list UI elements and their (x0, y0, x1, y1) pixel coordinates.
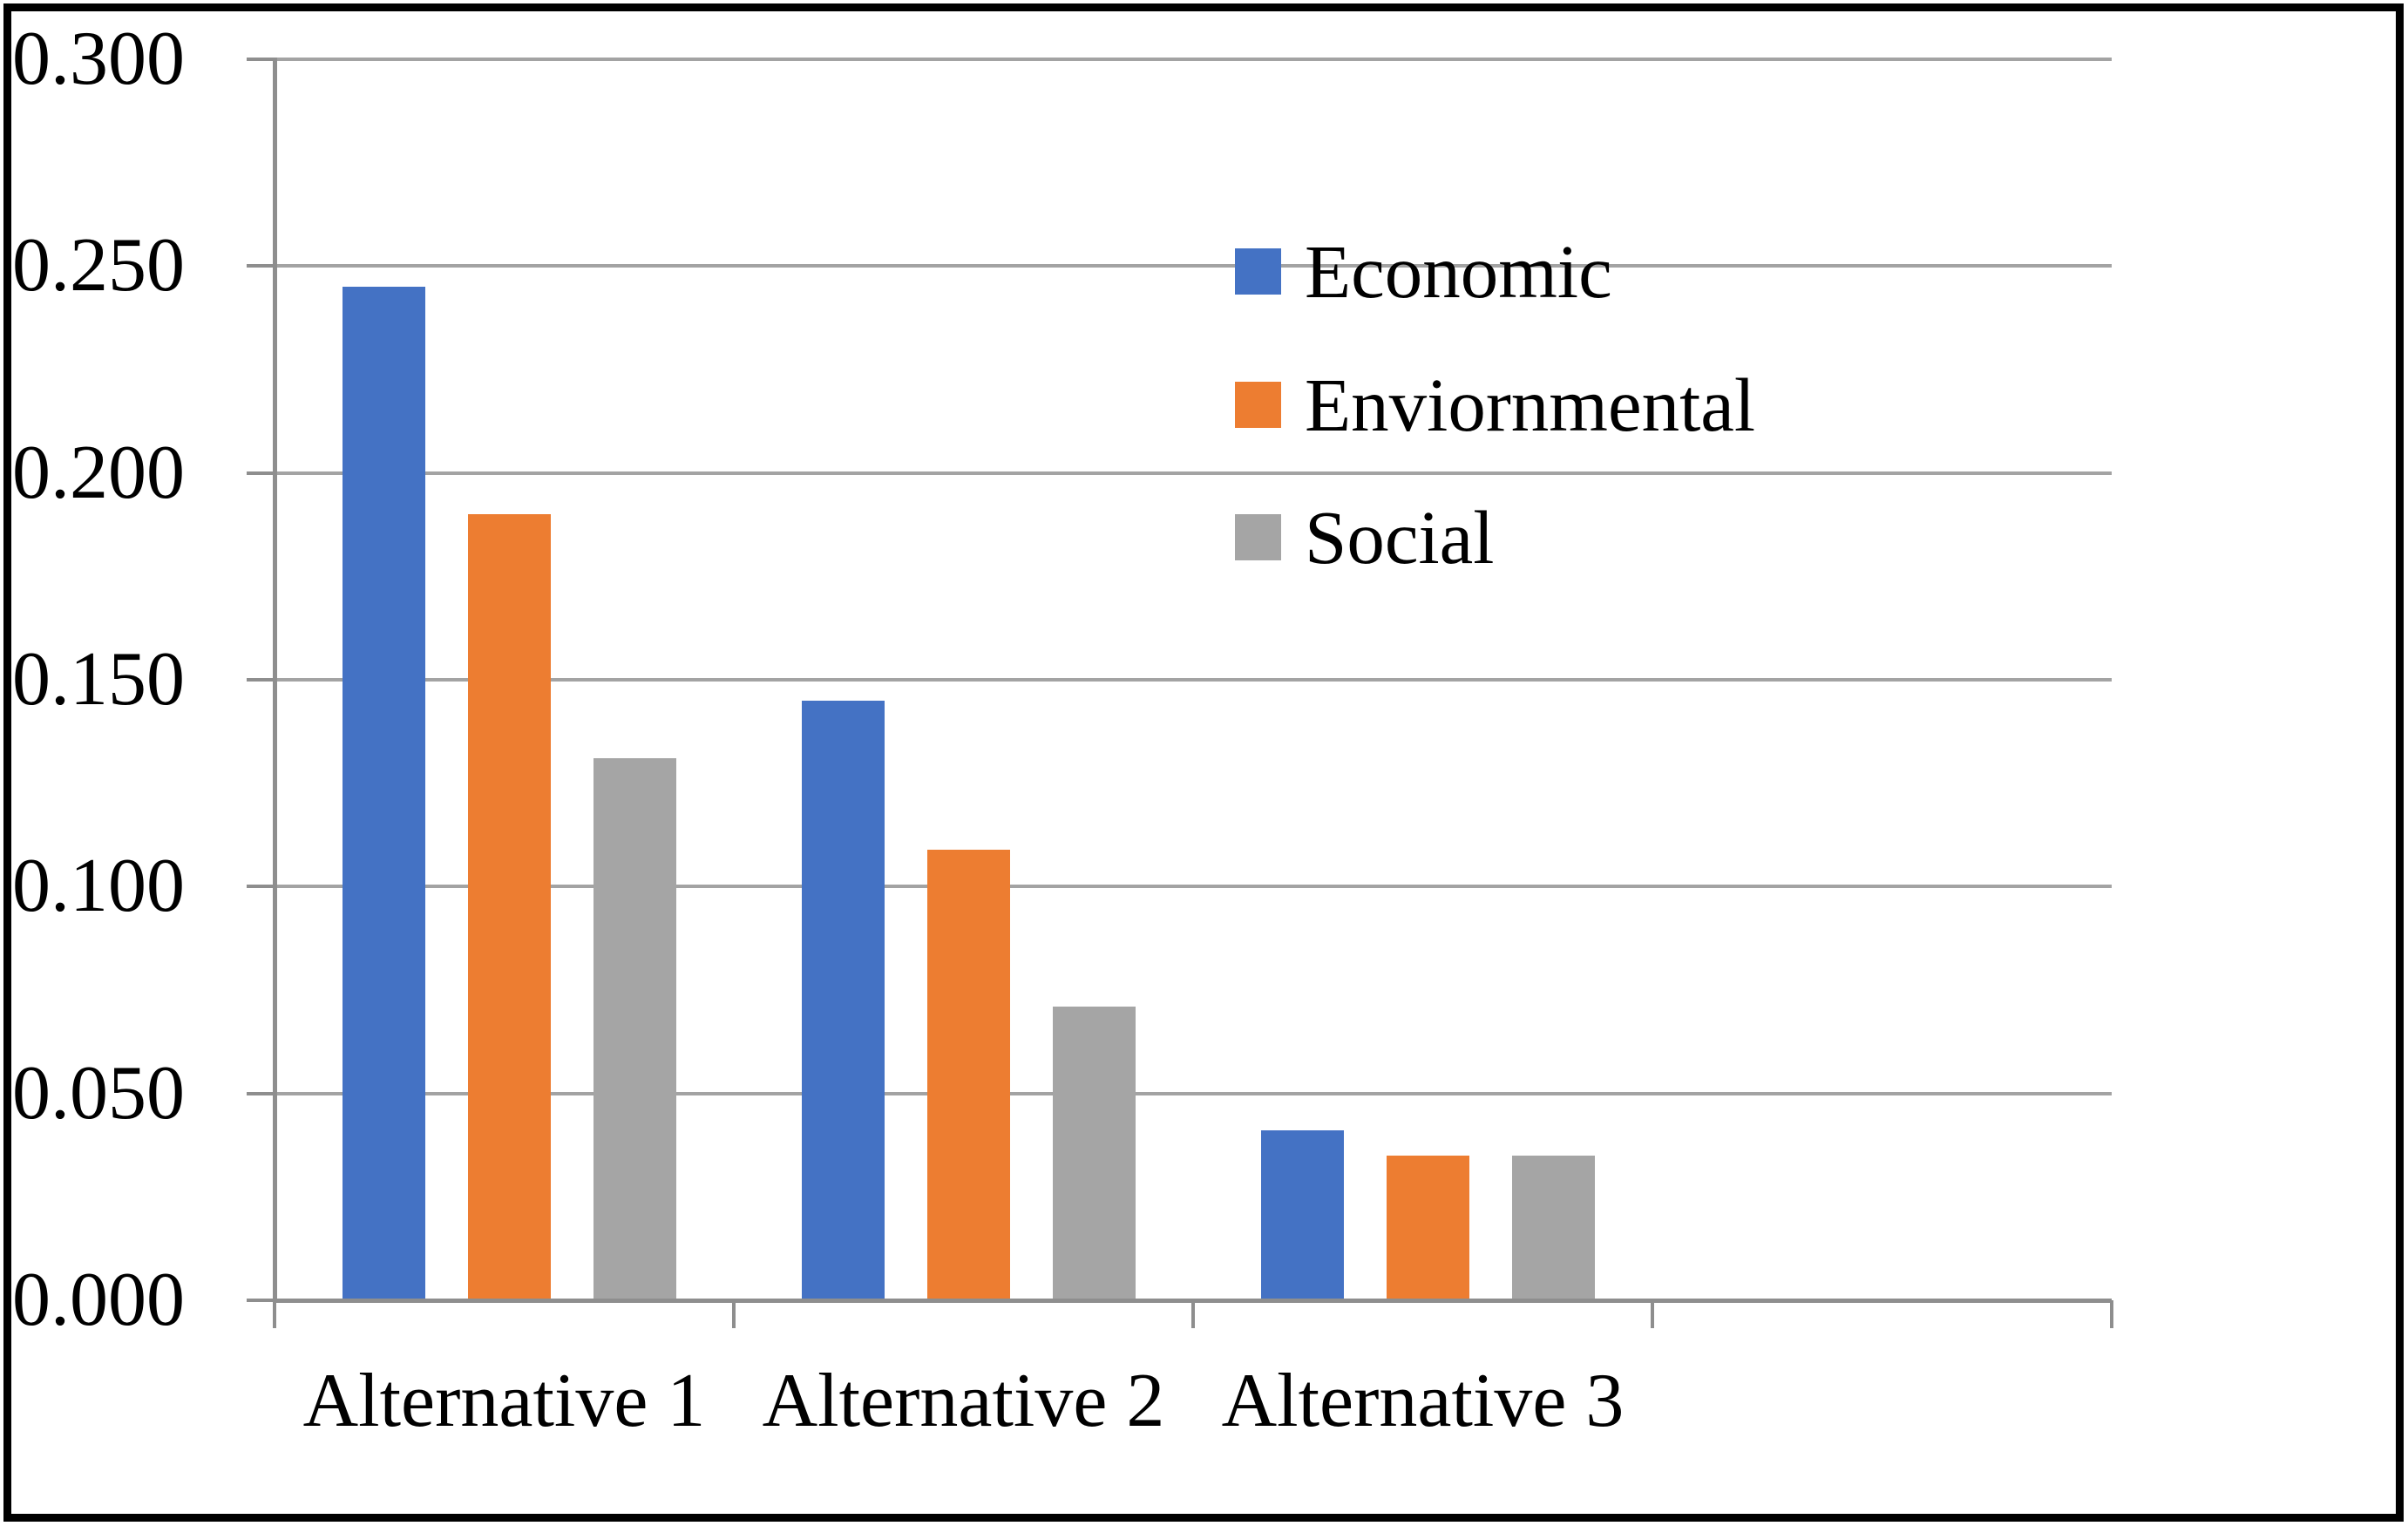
bar-enviornmental-alternative-1 (467, 514, 551, 1300)
bar-social-alternative-3 (1511, 1155, 1595, 1300)
y-axis-line (273, 58, 277, 1302)
y-axis-tick-label: 0.300 (12, 17, 185, 101)
x-axis-tick (2110, 1300, 2113, 1328)
legend-swatch-social (1235, 513, 1281, 560)
legend-swatch-enviornmental (1235, 381, 1281, 428)
x-axis-tick (732, 1300, 736, 1328)
y-axis-tick-label: 0.050 (12, 1050, 185, 1136)
bar-social-alternative-2 (1052, 1006, 1136, 1300)
bar-social-alternative-1 (593, 758, 676, 1300)
y-axis-tick-label: 0.150 (12, 637, 185, 722)
gridline (275, 1091, 2112, 1095)
gridline (275, 58, 2112, 61)
gridline (275, 678, 2112, 682)
y-axis-tick-label: 0.250 (12, 223, 185, 309)
bar-enviornmental-alternative-2 (926, 849, 1010, 1300)
x-axis-tick (273, 1300, 276, 1328)
legend-swatch-economic (1235, 248, 1281, 295)
legend-label-enviornmental: Enviornmental (1305, 363, 1756, 447)
y-axis-tick (247, 58, 275, 61)
bar-economic-alternative-3 (1260, 1130, 1344, 1300)
bar-economic-alternative-1 (342, 287, 425, 1300)
bar-enviornmental-alternative-3 (1386, 1155, 1469, 1300)
x-axis-category-label: Alternative 3 (1221, 1359, 1625, 1443)
gridline (275, 885, 2112, 889)
x-axis-tick (1191, 1300, 1195, 1328)
y-axis-tick (247, 678, 275, 682)
bar-economic-alternative-2 (801, 700, 885, 1300)
gridline (275, 264, 2112, 268)
y-axis-tick (247, 471, 275, 475)
legend-label-social: Social (1305, 495, 1495, 580)
gridline (275, 471, 2112, 475)
y-axis-tick (247, 1299, 275, 1302)
y-axis-tick-label: 0.000 (12, 1258, 185, 1342)
x-axis-category-label: Alternative 1 (302, 1359, 706, 1443)
y-axis-tick (247, 885, 275, 889)
x-axis-line (275, 1299, 2112, 1303)
y-axis-tick-label: 0.100 (12, 844, 185, 929)
y-axis-tick (247, 264, 275, 268)
y-axis-tick (247, 1091, 275, 1095)
x-axis-tick (1651, 1300, 1654, 1328)
x-axis-category-label: Alternative 2 (762, 1359, 1165, 1443)
legend-label-economic: Economic (1305, 229, 1612, 314)
y-axis-tick-label: 0.200 (12, 430, 185, 515)
